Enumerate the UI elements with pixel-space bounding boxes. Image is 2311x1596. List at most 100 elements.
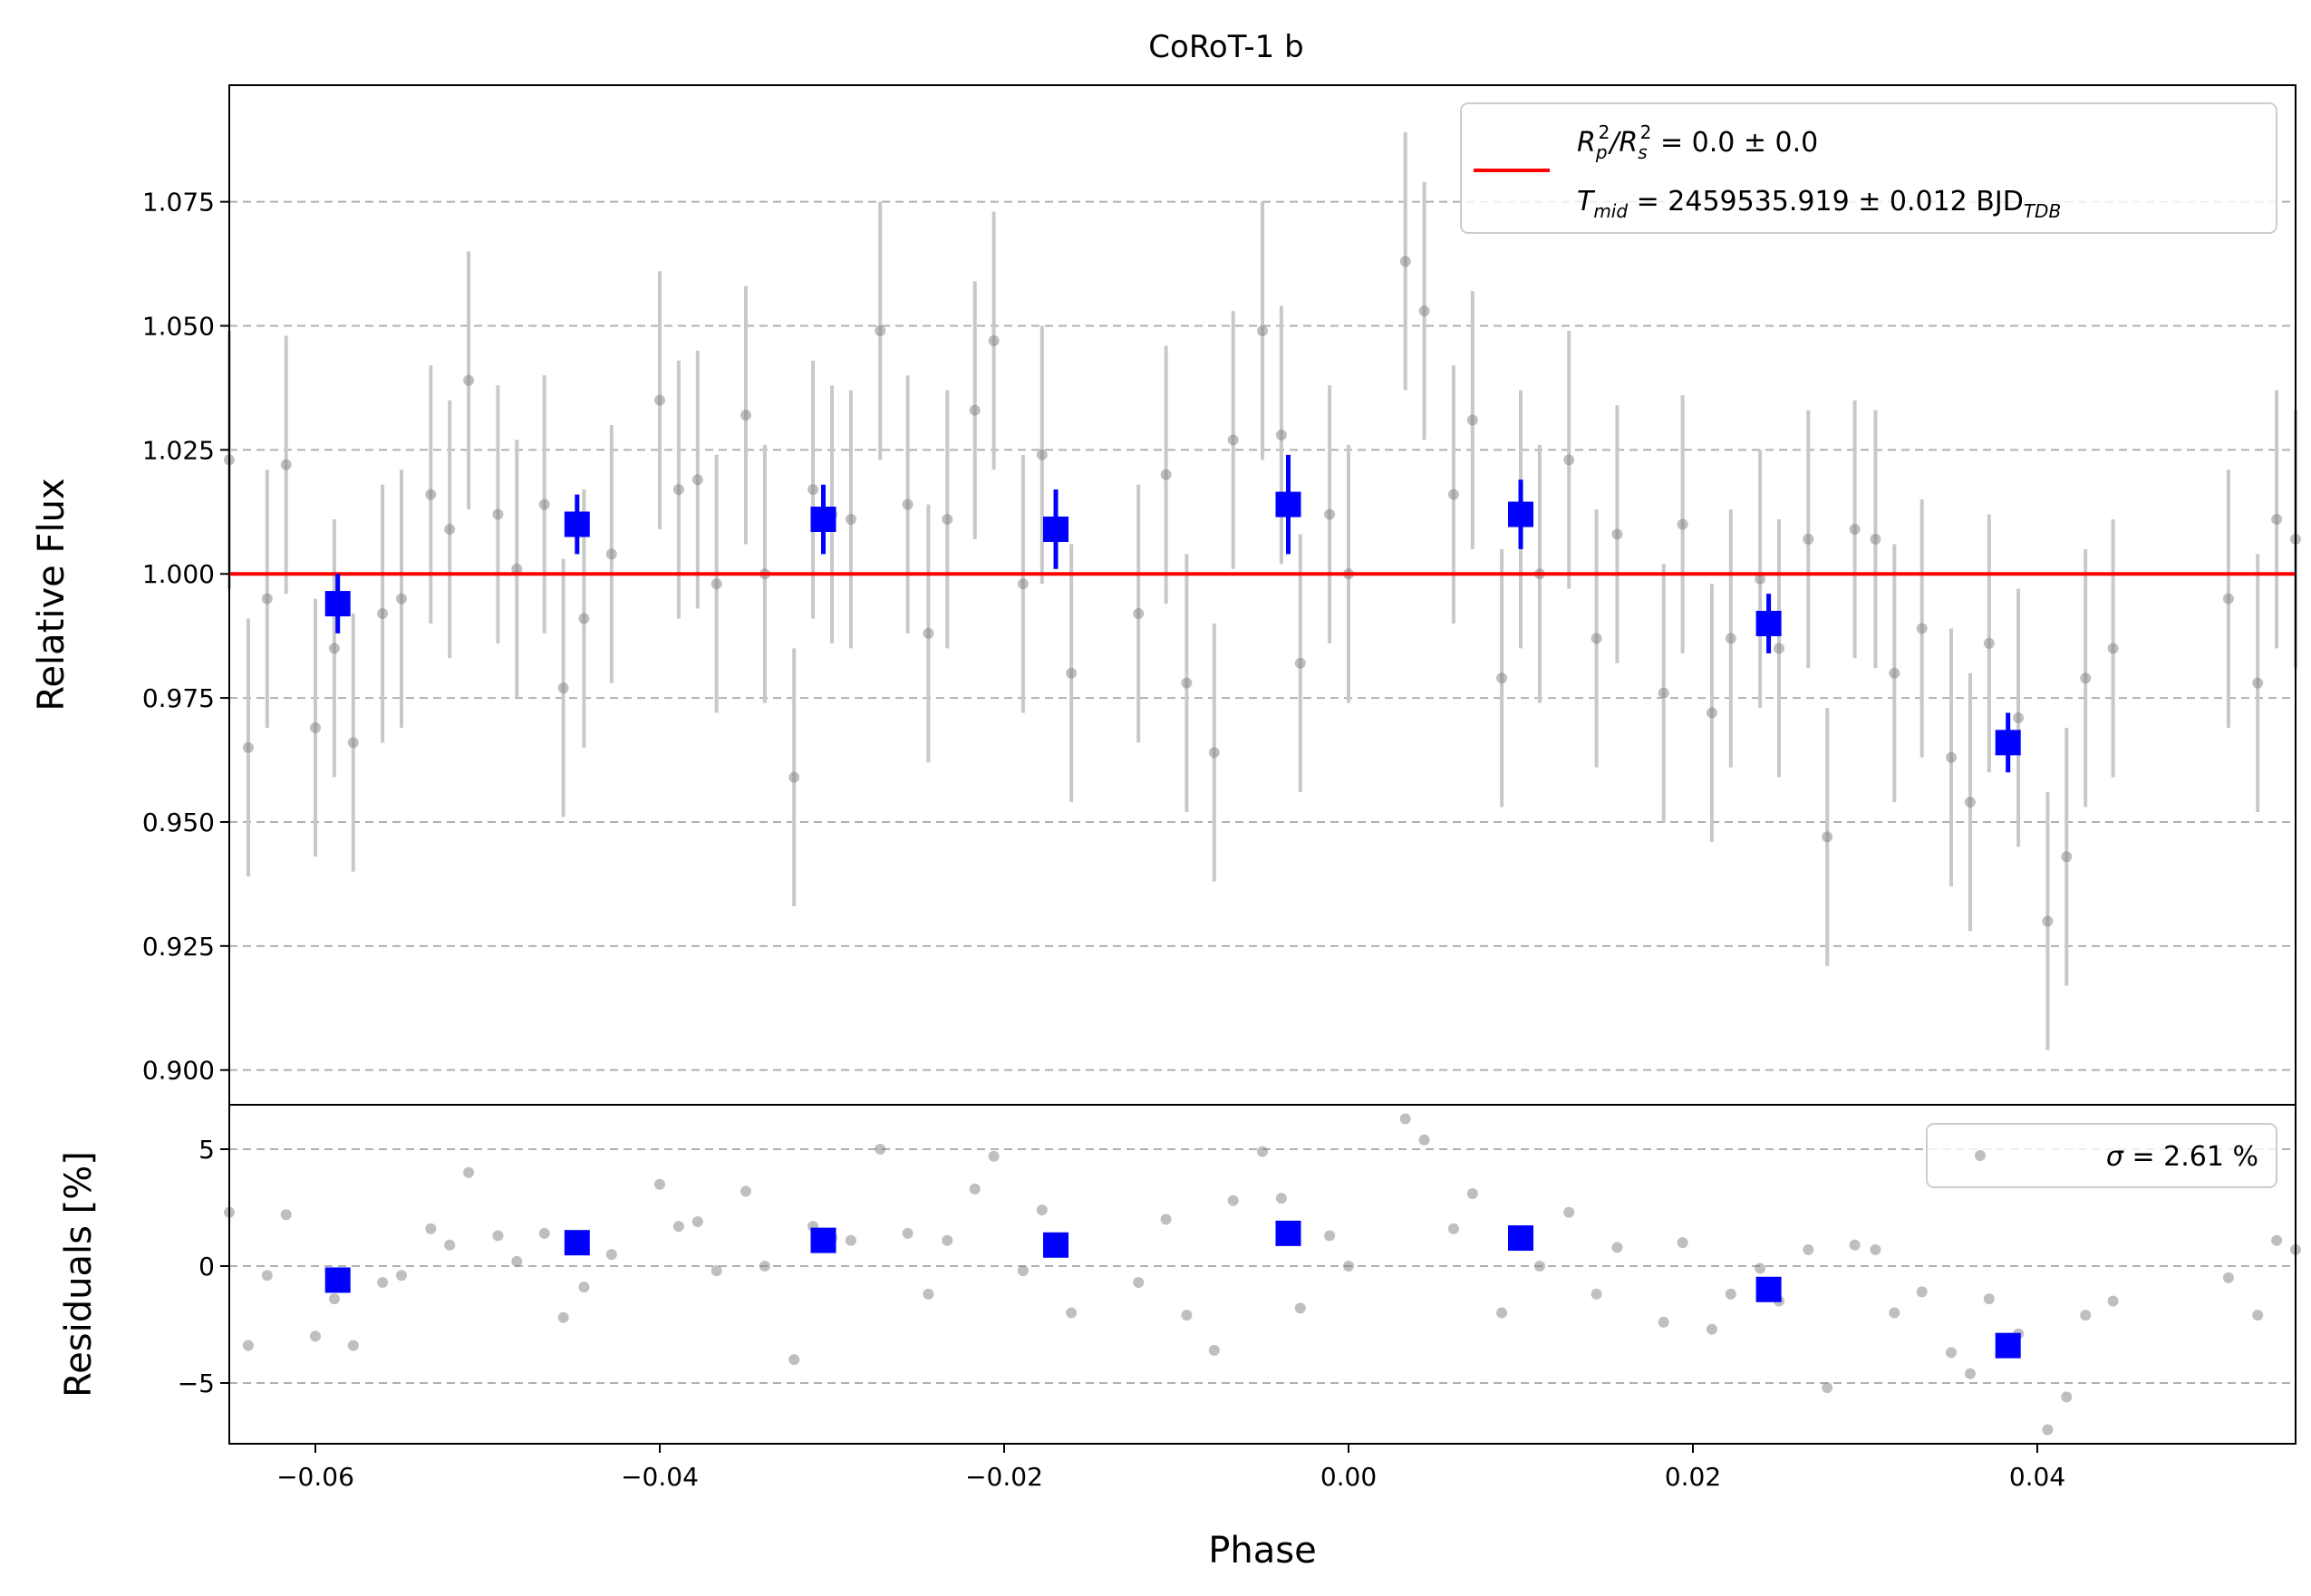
raw-point <box>672 484 684 496</box>
raw-point <box>1324 508 1336 520</box>
residual-point <box>2252 1310 2264 1321</box>
raw-point <box>942 514 953 526</box>
residual-point <box>1466 1188 1478 1200</box>
bottom-y-axis-label: Residuals [%] <box>58 1151 100 1398</box>
residual-point <box>1447 1223 1459 1234</box>
raw-point <box>1725 633 1736 644</box>
raw-point <box>1181 677 1193 689</box>
residual-point <box>463 1166 475 1178</box>
raw-point <box>1466 414 1478 426</box>
raw-point <box>396 593 407 605</box>
binned-point <box>324 591 351 617</box>
residual-point <box>1755 1262 1766 1274</box>
residual-point <box>1133 1277 1145 1289</box>
binned-point <box>564 511 590 537</box>
raw-point <box>377 608 389 620</box>
raw-point <box>261 593 273 605</box>
raw-point <box>2013 711 2025 723</box>
binned-point <box>1508 501 1533 527</box>
residual-binned-point <box>1755 1276 1782 1302</box>
residual-point <box>1399 1113 1411 1125</box>
residual-point <box>902 1227 914 1239</box>
residual-point <box>942 1234 953 1246</box>
residual-point <box>1725 1288 1736 1300</box>
residual-point <box>759 1260 770 1272</box>
raw-point <box>923 627 934 639</box>
raw-point <box>1227 434 1239 446</box>
residual-point <box>1418 1134 1430 1146</box>
raw-point <box>1983 637 1995 649</box>
residual-point <box>425 1223 437 1234</box>
residual-point <box>1533 1260 1545 1272</box>
bottom-panel: −5 0 5 −0.06 −0.04 −0.02 0.00 0.02 0.04 Residua… <box>58 1104 2301 1572</box>
residual-point <box>875 1144 886 1156</box>
raw-point <box>1946 751 1957 763</box>
residual-point <box>538 1227 550 1239</box>
raw-point <box>1066 667 1078 679</box>
top-y-tick-label: 1.075 <box>142 188 215 218</box>
binned-point <box>1755 610 1782 636</box>
residual-binned-point <box>810 1227 836 1253</box>
x-ticks: −0.06 −0.04 −0.02 0.00 0.02 0.04 <box>276 1444 2065 1492</box>
raw-point <box>2222 593 2234 605</box>
residual-point <box>1066 1307 1078 1319</box>
residual-point <box>1889 1307 1900 1319</box>
top-raw-points <box>224 256 2301 927</box>
raw-point <box>1916 623 1928 634</box>
chart-title: CoRoT-1 b <box>1148 29 1303 65</box>
raw-point <box>1964 797 1976 808</box>
raw-point <box>1160 469 1172 480</box>
top-y-tick-label: 1.050 <box>142 312 215 342</box>
bottom-y-tick-label: 0 <box>198 1252 215 1282</box>
raw-point <box>1591 633 1602 644</box>
raw-point <box>2042 915 2054 927</box>
raw-point <box>807 484 819 496</box>
bottom-y-ticks: −5 0 5 <box>178 1135 229 1398</box>
raw-point <box>425 488 437 500</box>
residual-point <box>444 1239 456 1251</box>
residual-point <box>654 1178 665 1190</box>
x-tick-label: 0.00 <box>1320 1462 1377 1492</box>
raw-point <box>2080 672 2092 684</box>
raw-point <box>492 508 504 520</box>
raw-point <box>328 643 340 654</box>
residual-point <box>1964 1368 1976 1379</box>
raw-point <box>1563 454 1575 466</box>
raw-point <box>1611 528 1623 540</box>
x-tick-label: −0.04 <box>621 1462 699 1492</box>
raw-point <box>2107 643 2119 654</box>
residual-point <box>377 1277 389 1289</box>
top-y-tick-label: 1.025 <box>142 435 215 465</box>
residual-binned-points <box>324 1220 2021 1359</box>
raw-point <box>1017 578 1029 590</box>
raw-point <box>242 741 254 753</box>
raw-point <box>463 374 475 386</box>
residual-binned-point <box>1508 1225 1533 1252</box>
raw-point <box>557 682 569 694</box>
residual-point <box>1611 1242 1623 1253</box>
residual-point <box>578 1282 590 1293</box>
raw-point <box>1677 518 1688 530</box>
residual-point <box>1181 1310 1193 1321</box>
residual-point <box>1208 1344 1220 1356</box>
top-y-tick-label: 0.950 <box>142 808 215 837</box>
residual-point <box>1036 1204 1048 1216</box>
raw-point <box>1133 608 1145 620</box>
bottom-legend: σ = 2.61 % <box>1926 1123 2277 1188</box>
raw-point <box>1418 305 1430 317</box>
residual-point <box>1849 1239 1861 1251</box>
x-tick-label: 0.04 <box>2009 1462 2065 1492</box>
residual-point <box>988 1150 1000 1162</box>
raw-point <box>280 459 292 470</box>
top-y-tick-label: 0.900 <box>142 1056 215 1086</box>
residual-point <box>740 1185 751 1197</box>
residual-binned-point <box>564 1230 590 1256</box>
raw-point <box>1208 747 1220 759</box>
raw-point <box>1447 488 1459 500</box>
raw-point <box>788 771 800 783</box>
residual-point <box>1822 1382 1833 1394</box>
raw-point <box>1822 831 1833 843</box>
residual-binned-point <box>1995 1332 2021 1359</box>
legend-residual-swatch <box>1975 1150 1986 1161</box>
raw-point <box>1755 573 1766 585</box>
